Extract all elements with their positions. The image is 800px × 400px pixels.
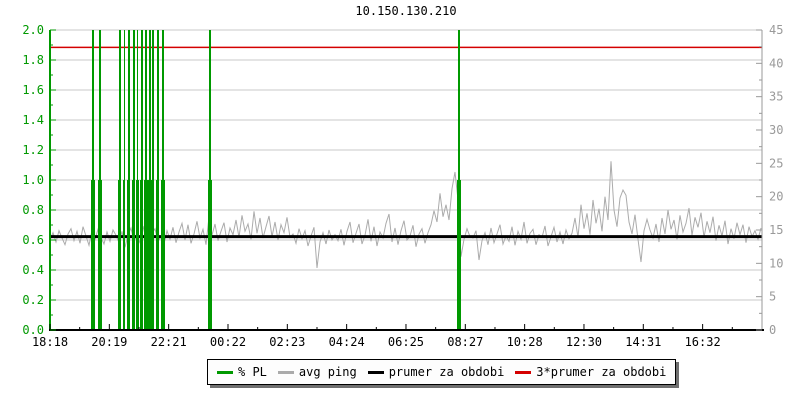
left-axis-label: 1.6 (22, 83, 44, 97)
loss-bar (119, 30, 121, 330)
loss-bar (209, 30, 211, 330)
graph-title: 10.150.130.210 (355, 4, 457, 18)
loss-legend-dash-icon (217, 370, 233, 374)
loss-bar (157, 30, 159, 330)
x-axis-label: 02:23 (269, 335, 305, 349)
legend-label-threshold: 3*prumer za obdobi (536, 365, 667, 379)
legend-label-mean: prumer za obdobi (388, 365, 505, 379)
x-axis-label: 22:21 (151, 335, 187, 349)
loss-bar (124, 30, 125, 330)
loss-bar (162, 30, 164, 330)
left-axis-label: 0.0 (22, 323, 44, 337)
x-axis-label: 06:25 (388, 335, 424, 349)
x-axis-label: 10:28 (507, 335, 543, 349)
loss-bar (92, 30, 94, 330)
avg-ping-line (49, 161, 762, 269)
left-axis-label: 1.2 (22, 143, 44, 157)
left-axis-label: 1.4 (22, 113, 44, 127)
loss-bar (99, 30, 101, 330)
legend-label-pl: % PL (238, 365, 267, 379)
x-axis-label: 12:30 (566, 335, 602, 349)
loss-bar (458, 30, 460, 330)
left-axis-label: 0.2 (22, 293, 44, 307)
x-axis-label: 14:31 (625, 335, 661, 349)
right-axis-label: 45 (769, 23, 783, 37)
right-axis-label: 25 (769, 156, 783, 170)
legend-item-threshold: 3*prumer za obdobi (515, 365, 666, 379)
loss-bar (141, 30, 143, 330)
x-axis-label: 16:32 (685, 335, 721, 349)
left-axis-label: 1.0 (22, 173, 44, 187)
legend-item-avg-ping: avg ping (277, 365, 357, 379)
right-axis-label: 35 (769, 90, 783, 104)
loss-bar (149, 30, 151, 330)
x-axis-label: 04:24 (329, 335, 365, 349)
left-axis-label: 0.8 (22, 203, 44, 217)
x-axis-label: 20:19 (91, 335, 127, 349)
x-axis-label: 18:18 (32, 335, 68, 349)
legend: % PL avg ping prumer za obdobi 3*prumer … (207, 359, 677, 385)
right-axis-label: 15 (769, 223, 783, 237)
loss-bar (145, 30, 147, 330)
left-axis-label: 1.8 (22, 53, 44, 67)
legend-item-pl: % PL (217, 365, 267, 379)
right-axis-label: 0 (769, 323, 776, 337)
avg-ping-legend-dash-icon (277, 370, 294, 374)
loss-bar (133, 30, 135, 330)
right-axis-label: 20 (769, 190, 783, 204)
loss-bar (128, 30, 130, 330)
right-axis-label: 5 (769, 290, 776, 304)
mean-legend-dash-icon (367, 370, 384, 374)
right-axis-label: 10 (769, 256, 783, 270)
legend-label-avg-ping: avg ping (298, 365, 357, 379)
loss-bar (137, 30, 138, 330)
loss-bar (152, 30, 154, 330)
right-axis-label: 30 (769, 123, 783, 137)
threshold-legend-dash-icon (515, 370, 532, 374)
x-axis-label: 00:22 (210, 335, 246, 349)
left-axis-label: 0.4 (22, 263, 44, 277)
left-axis-label: 0.6 (22, 233, 44, 247)
left-axis-label: 2.0 (22, 23, 44, 37)
legend-item-mean: prumer za obdobi (367, 365, 505, 379)
right-axis-label: 40 (769, 56, 783, 70)
x-axis-label: 08:27 (447, 335, 483, 349)
